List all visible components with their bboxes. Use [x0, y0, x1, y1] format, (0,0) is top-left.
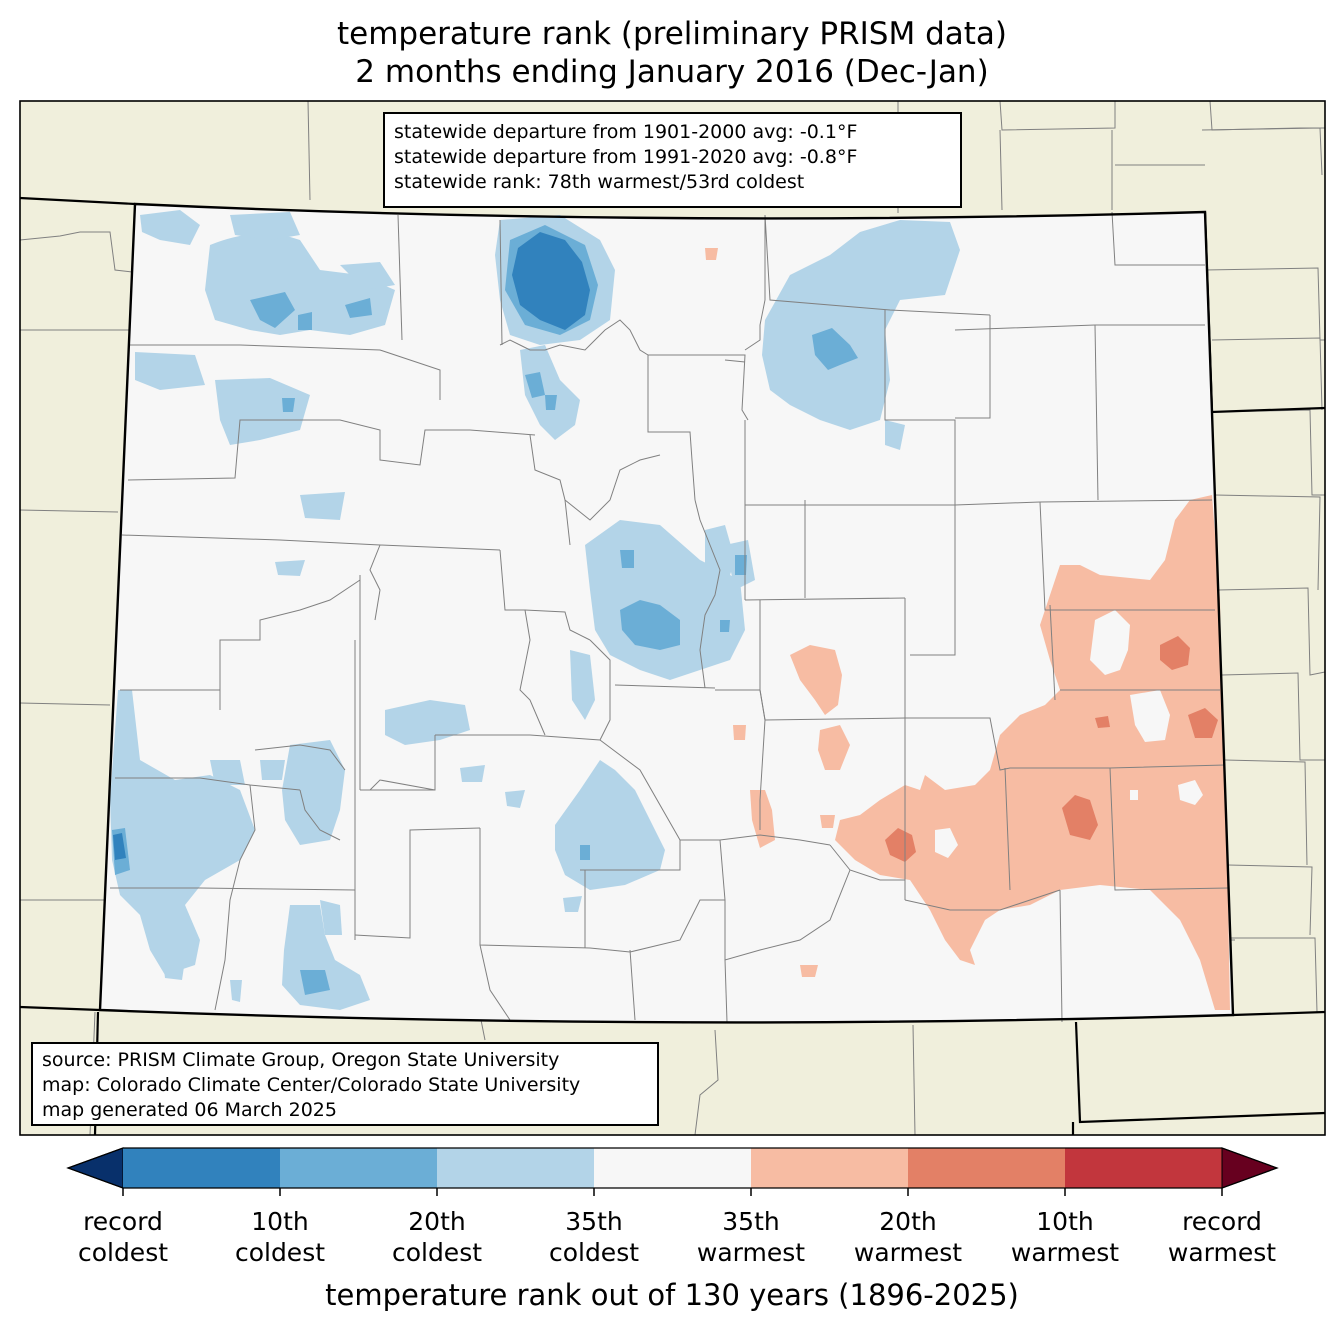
stats-rank: statewide rank: 78th warmest/53rd coldes… [394, 171, 805, 193]
colorbar-bin-10th-20th-coldest [280, 1148, 437, 1188]
county-lines [110, 211, 1235, 1023]
colorbar-bin-10th-20th-warmest [908, 1148, 1065, 1188]
rank-10th-coldest-areas [113, 232, 590, 860]
map-frame [19, 100, 1326, 1136]
colorbar-bin-near-normal [594, 1148, 751, 1188]
colorbar-tick-label-4: 35th warmest [696, 1207, 806, 1267]
colorbar-extend-high [1221, 1147, 1279, 1189]
source-line: source: PRISM Climate Group, Oregon Stat… [42, 1049, 560, 1071]
colorbar-extend-low [66, 1147, 124, 1189]
colorbar-tick-label-2: 20th coldest [391, 1207, 483, 1267]
colorbar-bin-record-10th-coldest [123, 1148, 280, 1188]
generated-date-line: map generated 06 March 2025 [42, 1099, 337, 1121]
colorado-border [98, 202, 1235, 1024]
colorbar-bin-20th-35th-coldest [437, 1148, 594, 1188]
map-title-line2: 2 months ending January 2016 (Dec-Jan) [355, 54, 989, 90]
source-box: source: PRISM Climate Group, Oregon Stat… [31, 1042, 659, 1126]
rank-20th-warmest-areas [885, 636, 1218, 862]
colorbar-tick-label-0: record coldest [77, 1207, 169, 1267]
stats-departure-1901-2000: statewide departure from 1901-2000 avg: … [394, 121, 858, 143]
stats-departure-1991-2020: statewide departure from 1991-2020 avg: … [394, 146, 858, 168]
rank-35th-coldest-areas [110, 210, 960, 1010]
colorbar-tick-label-1: 10th coldest [234, 1207, 326, 1267]
rank-35th-warmest-areas [705, 248, 1230, 1010]
colorbar-ticks [122, 1188, 1223, 1196]
colorbar-title: temperature rank out of 130 years (1896-… [325, 1278, 1019, 1312]
colorbar-tick-label-3: 35th coldest [548, 1207, 640, 1267]
map-title-line1: temperature rank (preliminary PRISM data… [336, 16, 1007, 52]
colorbar-bin-20th-35th-warmest [751, 1148, 908, 1188]
colorbar-tick-label-7: record warmest [1167, 1207, 1277, 1267]
colorbar [66, 1147, 1279, 1196]
colorbar-bin-record-10th-warmest [1065, 1148, 1222, 1188]
colorbar-tick-label-6: 10th warmest [1010, 1207, 1120, 1267]
statewide-stats-box: statewide departure from 1901-2000 avg: … [383, 112, 962, 208]
neighbor-county-lines [19, 100, 1326, 1136]
near-normal-pockets [935, 610, 1203, 858]
map-credit-line: map: Colorado Climate Center/Colorado St… [42, 1074, 581, 1096]
colorbar-tick-label-5: 20th warmest [853, 1207, 963, 1267]
